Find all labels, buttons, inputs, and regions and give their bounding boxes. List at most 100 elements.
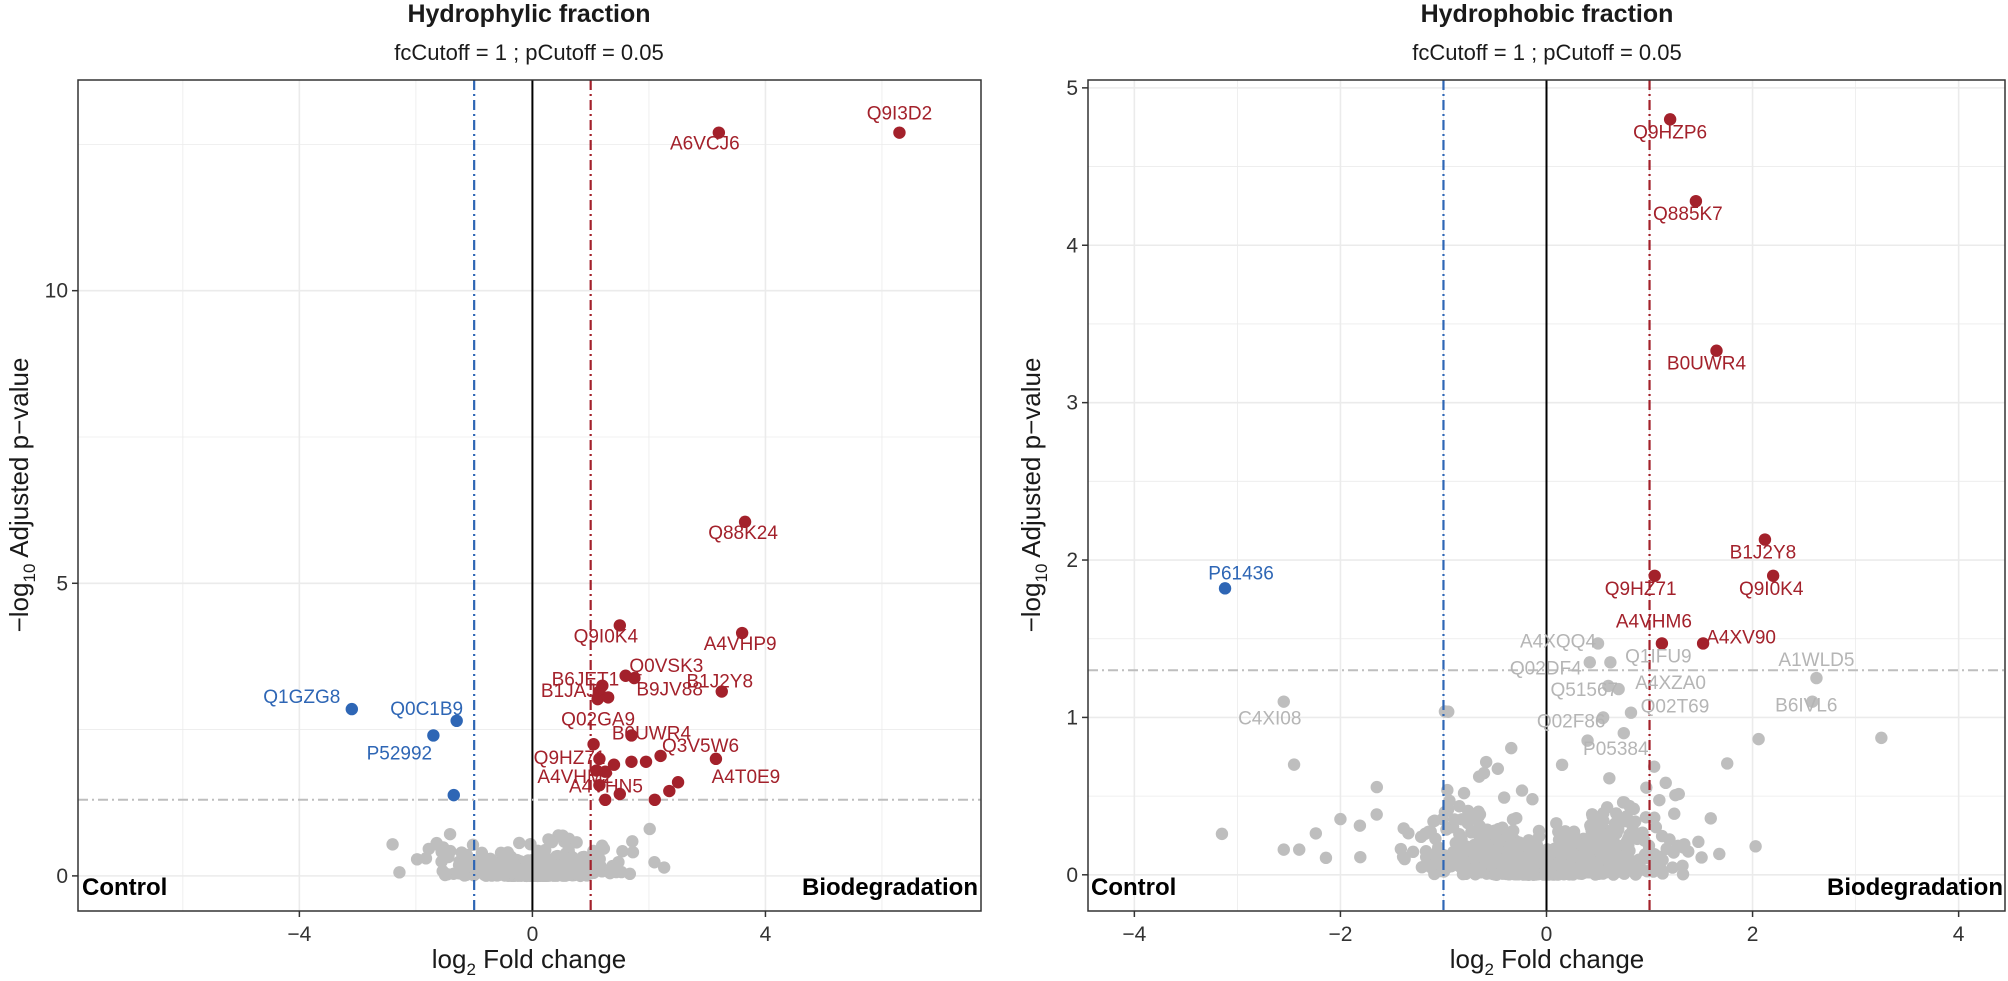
point-label-A4VHN5: A4VHN5 <box>569 777 643 798</box>
x-tick-label: −4 <box>287 923 311 946</box>
data-point-ns <box>1527 868 1540 881</box>
data-point-A4T0E9 <box>709 752 723 766</box>
data-point-ns <box>1609 817 1623 830</box>
data-point-ns <box>1749 840 1762 853</box>
data-point-ns <box>1676 841 1690 854</box>
data-point-ns <box>1477 766 1491 780</box>
plot-frame <box>77 79 982 912</box>
chart-subtitle: fcCutoff = 1 ; pCutoff = 0.05 <box>1412 40 1681 65</box>
data-point-ns <box>1490 842 1504 856</box>
data-point-ns <box>1605 846 1618 859</box>
data-point-B0UWR4 <box>625 729 638 742</box>
data-point-ns <box>1640 781 1653 794</box>
data-point-B1J2Y8 <box>715 685 728 698</box>
data-point-ns <box>1465 826 1478 839</box>
point-label-A4VHP9: A4VHP9 <box>704 634 777 655</box>
data-point-ns <box>1396 850 1410 863</box>
data-point-Q885K7 <box>1689 194 1703 208</box>
point-label-Q9I0K4: Q9I0K4 <box>1739 579 1804 600</box>
data-point-ns <box>1556 846 1569 859</box>
data-point-ns <box>1545 844 1559 858</box>
significant-points <box>1215 113 1888 856</box>
data-point-ns <box>1522 850 1535 863</box>
point-label-Q885K7: Q885K7 <box>1653 204 1723 225</box>
point-label-A1WLD5: A1WLD5 <box>1778 650 1854 671</box>
data-point <box>639 755 653 768</box>
data-point-A1WLD5 <box>1810 671 1823 685</box>
point-label-Q02F86: Q02F86 <box>1537 711 1606 732</box>
data-point-ns <box>1721 757 1734 770</box>
data-point <box>663 784 676 798</box>
data-point-ns <box>570 836 583 849</box>
corner-label-control: Control <box>1091 874 1176 901</box>
data-point-ns <box>495 855 508 869</box>
data-point-ns <box>1496 860 1509 873</box>
data-point-ns <box>643 822 656 836</box>
data-point-ns <box>1526 793 1539 806</box>
data-point-ns <box>593 852 606 866</box>
y-axis-title: −log10 Adjusted p−value <box>4 358 39 633</box>
chart-title: Hydrophobic fraction <box>1421 0 1674 28</box>
data-point-ns <box>1309 827 1323 840</box>
data-point-ns <box>1647 760 1661 773</box>
data-point-ns <box>524 837 537 851</box>
data-point-Q0C1B9 <box>450 714 463 728</box>
data-point-ns <box>419 852 433 865</box>
data-point-P52992 <box>427 729 440 742</box>
point-label-P05384: P05384 <box>1583 739 1649 760</box>
chart-title: Hydrophylic fraction <box>407 0 650 28</box>
data-point-ns <box>1424 861 1438 874</box>
data-point-ns <box>1695 851 1708 864</box>
point-label-Q9I3D2: Q9I3D2 <box>867 104 932 125</box>
x-tick-label: 0 <box>1541 923 1553 946</box>
point-label-A4VHM6: A4VHM6 <box>1616 611 1692 632</box>
data-point-ns <box>386 838 399 851</box>
axis-ticks: −4 −2 0 2 4 0 1 2 3 4 5 <box>1066 77 1964 946</box>
data-point-Q9HZ71 <box>587 738 600 751</box>
data-point-ns <box>1653 793 1666 807</box>
data-point-ns <box>1457 786 1471 800</box>
data-point-ns <box>1638 848 1652 861</box>
point-label-A4VHM2: A4VHM2 <box>537 767 613 788</box>
data-point-B1J2Y8 <box>1758 533 1772 546</box>
x-tick-label: 4 <box>1953 923 1965 946</box>
data-point-C4XI08 <box>1277 695 1290 708</box>
data-point-ns <box>1600 801 1614 814</box>
data-point-Q88K24 <box>738 515 752 529</box>
data-point-ns <box>455 846 468 859</box>
data-point-ns <box>595 839 609 852</box>
data-point-ns <box>1676 859 1689 872</box>
data-point <box>1277 843 1290 856</box>
data-point-Q3V5W6 <box>654 749 667 763</box>
data-point-ns <box>1659 776 1672 790</box>
x-tick-label: 2 <box>1747 923 1759 946</box>
data-point-ns <box>1585 825 1598 838</box>
data-point-ns <box>1457 854 1471 868</box>
point-label-Q9I0K4: Q9I0K4 <box>574 626 639 647</box>
nonsignificant-points <box>1309 705 1765 881</box>
y-axis-title: −log10 Adjusted p−value <box>1016 358 1051 633</box>
data-point-A4VHN5 <box>607 758 621 771</box>
data-point-ns <box>1532 824 1546 838</box>
data-point-Q9I0K4 <box>613 619 626 632</box>
point-label-Q1IFU9: Q1IFU9 <box>1625 646 1692 667</box>
data-point-ns <box>1555 758 1569 772</box>
data-point-ns <box>1575 839 1589 852</box>
data-point-ns <box>1429 832 1442 845</box>
y-tick-label: 5 <box>1066 77 1078 100</box>
data-point-ns <box>466 838 480 852</box>
data-point-Q9HZ71 <box>1648 569 1661 582</box>
data-point-ns <box>1515 784 1529 797</box>
data-point-ns <box>1468 850 1481 864</box>
data-point-ns <box>1550 817 1563 830</box>
point-label-B6IVL6: B6IVL6 <box>1775 696 1837 717</box>
data-point-ns <box>648 856 661 869</box>
data-point-ns <box>1649 820 1663 834</box>
x-tick-label: 4 <box>760 923 772 946</box>
y-tick-label: 2 <box>1066 549 1078 572</box>
data-point-ns <box>1353 819 1367 832</box>
point-label-B9JV88: B9JV88 <box>636 680 703 701</box>
panel-hydrophobic: Hydrophobic fraction fcCutoff = 1 ; pCut… <box>1016 0 2006 979</box>
data-point-ns <box>1704 812 1717 825</box>
point-label-Q1GZG8: Q1GZG8 <box>263 687 340 708</box>
